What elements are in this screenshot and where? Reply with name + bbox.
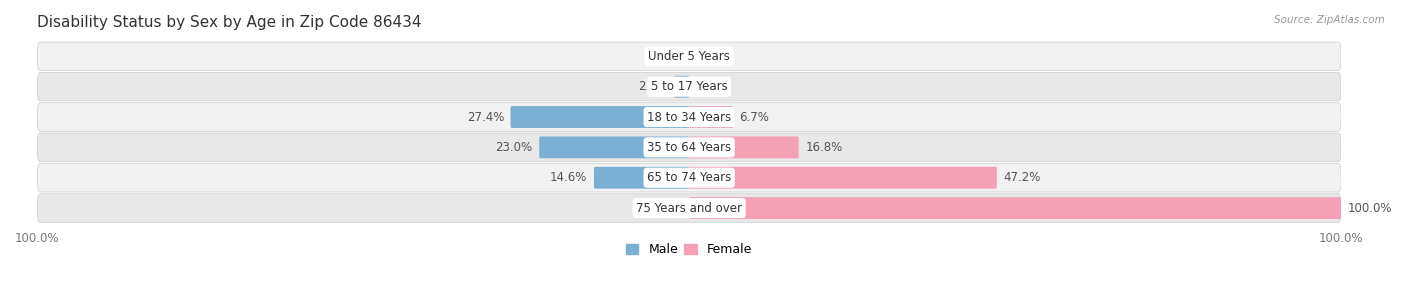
Text: 0.0%: 0.0% [696, 50, 725, 63]
Text: 35 to 64 Years: 35 to 64 Years [647, 141, 731, 154]
Text: 6.7%: 6.7% [740, 110, 769, 124]
Text: Under 5 Years: Under 5 Years [648, 50, 730, 63]
FancyBboxPatch shape [689, 197, 1341, 219]
FancyBboxPatch shape [510, 106, 689, 128]
Text: Source: ZipAtlas.com: Source: ZipAtlas.com [1274, 15, 1385, 25]
FancyBboxPatch shape [673, 76, 689, 98]
FancyBboxPatch shape [37, 42, 1341, 70]
Text: 75 Years and over: 75 Years and over [636, 202, 742, 215]
Text: 14.6%: 14.6% [550, 171, 588, 184]
FancyBboxPatch shape [593, 167, 689, 189]
Text: 16.8%: 16.8% [806, 141, 842, 154]
Legend: Male, Female: Male, Female [621, 239, 758, 261]
Text: 2.3%: 2.3% [638, 80, 668, 93]
Text: 27.4%: 27.4% [467, 110, 503, 124]
Text: 65 to 74 Years: 65 to 74 Years [647, 171, 731, 184]
Text: 47.2%: 47.2% [1004, 171, 1040, 184]
FancyBboxPatch shape [37, 194, 1341, 222]
Text: 0.0%: 0.0% [696, 80, 725, 93]
Text: Disability Status by Sex by Age in Zip Code 86434: Disability Status by Sex by Age in Zip C… [37, 15, 422, 30]
Text: 0.0%: 0.0% [652, 50, 683, 63]
Text: 5 to 17 Years: 5 to 17 Years [651, 80, 727, 93]
FancyBboxPatch shape [37, 103, 1341, 131]
FancyBboxPatch shape [689, 136, 799, 158]
FancyBboxPatch shape [37, 72, 1341, 101]
FancyBboxPatch shape [37, 163, 1341, 192]
FancyBboxPatch shape [689, 106, 733, 128]
FancyBboxPatch shape [37, 133, 1341, 162]
Text: 18 to 34 Years: 18 to 34 Years [647, 110, 731, 124]
Text: 100.0%: 100.0% [1347, 202, 1392, 215]
FancyBboxPatch shape [689, 167, 997, 189]
Text: 23.0%: 23.0% [495, 141, 533, 154]
Text: 0.0%: 0.0% [652, 202, 683, 215]
FancyBboxPatch shape [540, 136, 689, 158]
